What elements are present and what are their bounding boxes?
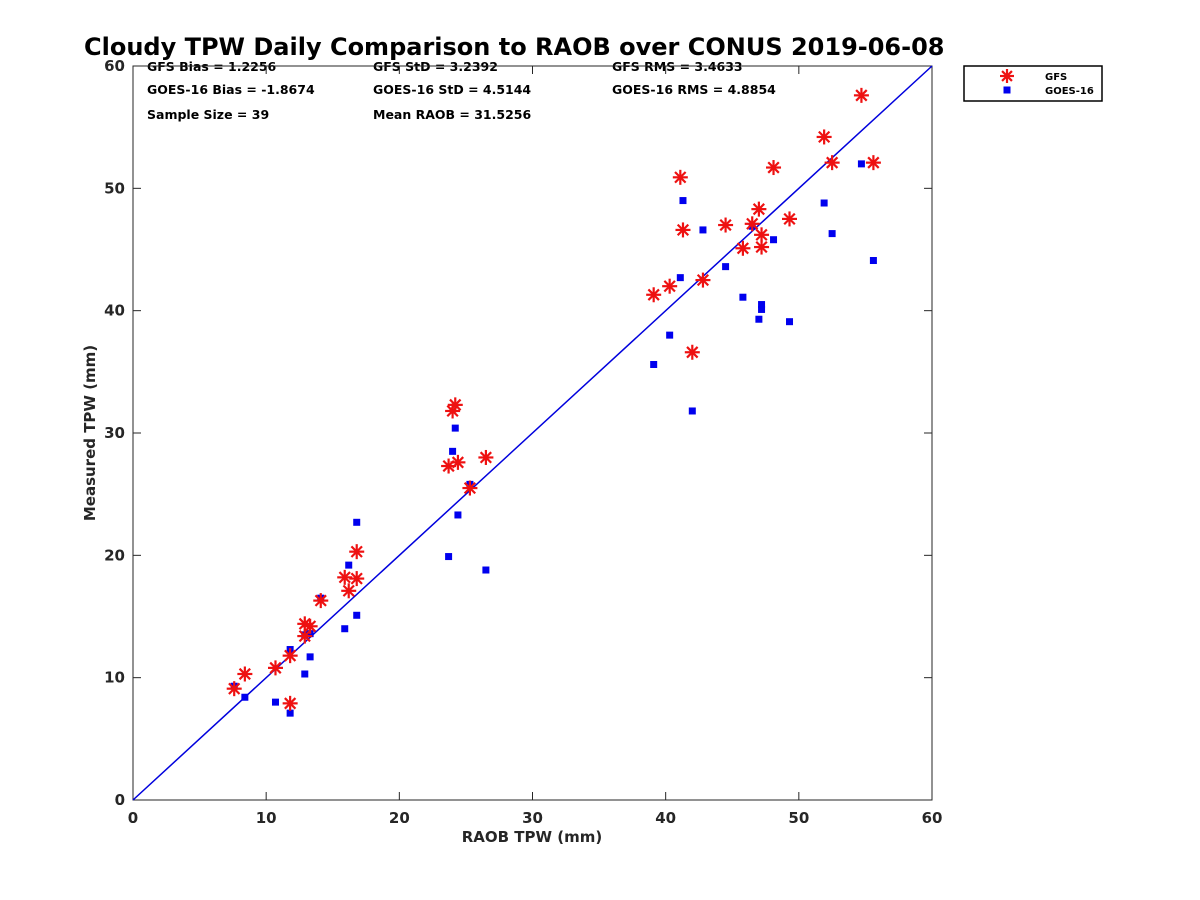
gfs-point [675, 222, 691, 238]
goes16-point [666, 331, 674, 339]
gfs-point [450, 454, 466, 470]
gfs-point [237, 666, 253, 682]
gfs-point [718, 217, 734, 233]
gfs-point [462, 480, 478, 496]
legend-gfs-marker [1000, 69, 1014, 83]
goes16-point [755, 315, 763, 323]
goes16-point [722, 263, 730, 271]
goes16-point [445, 553, 453, 561]
x-tick-label: 60 [922, 809, 943, 827]
x-tick-label: 20 [389, 809, 410, 827]
statistics-panel: GFS Bias = 1.2256 GFS StD = 3.2392 GFS RMS… [147, 59, 776, 122]
goes16-point [345, 561, 353, 569]
y-tick-label: 0 [115, 791, 125, 809]
legend-box [963, 65, 1103, 102]
gfs-point [824, 155, 840, 171]
gfs-point [226, 681, 242, 697]
gfs-point [695, 272, 711, 288]
x-tick-label: 40 [655, 809, 676, 827]
goes16-point [699, 226, 707, 234]
gfs-point [782, 211, 798, 227]
gfs-point [865, 155, 881, 171]
x-tick-label: 0 [128, 809, 138, 827]
stat-label: GOES-16 RMS = 4.8854 [612, 82, 776, 97]
gfs-point [478, 449, 494, 465]
goes16-point [688, 407, 696, 415]
x-axis-label: RAOB TPW (mm) [462, 828, 603, 846]
goes16-point [676, 274, 684, 282]
stat-label: GOES-16 StD = 4.5144 [373, 82, 531, 97]
goes16-point [449, 447, 457, 455]
x-tick-label: 10 [256, 809, 277, 827]
y-tick-label: 60 [104, 57, 125, 75]
gfs-point [816, 129, 832, 145]
gfs-point [751, 201, 767, 217]
gfs-point [302, 618, 318, 634]
stat-label: Sample Size = 39 [147, 107, 269, 122]
y-tick-label: 30 [104, 424, 125, 442]
gfs-point [267, 660, 283, 676]
goes16-point [828, 230, 836, 238]
goes16-point [241, 693, 249, 701]
goes16-point [341, 625, 349, 633]
one-to-one-line [132, 65, 933, 801]
gfs-point [735, 240, 751, 256]
gfs-point [754, 239, 770, 255]
goes16-point [679, 197, 687, 205]
gfs-point [282, 695, 298, 711]
legend-goes16-marker [1003, 86, 1011, 94]
goes16-point [271, 698, 279, 706]
gfs-point [754, 227, 770, 243]
goes16-point [869, 257, 877, 265]
goes16-point [451, 424, 459, 432]
gfs-point [337, 569, 353, 585]
gfs-point [766, 160, 782, 176]
goes16-point [353, 518, 361, 526]
legend: GFS GOES-16 [963, 65, 1103, 102]
axis-ticks: 0 10 20 30 40 50 60 0 10 20 30 40 50 60 [104, 57, 942, 827]
goes16-point [353, 611, 361, 619]
stat-label: GOES-16 Bias = -1.8674 [147, 82, 315, 97]
goes16-point [739, 293, 747, 301]
goes16-point [758, 305, 766, 313]
gfs-point [684, 344, 700, 360]
goes16-point [306, 653, 314, 661]
gfs-point [341, 583, 357, 599]
goes16-point [857, 160, 865, 168]
y-tick-label: 20 [104, 546, 125, 564]
x-tick-label: 30 [522, 809, 543, 827]
reference-line [132, 65, 933, 801]
gfs-point [313, 593, 329, 609]
y-tick-label: 10 [104, 669, 125, 687]
y-axis-label: Measured TPW (mm) [81, 345, 99, 521]
gfs-point [282, 648, 298, 664]
gfs-point [349, 544, 365, 560]
gfs-point [297, 628, 313, 644]
gfs-point [744, 216, 760, 232]
stat-label: Mean RAOB = 31.5256 [373, 107, 531, 122]
y-tick-label: 40 [104, 302, 125, 320]
legend-label: GFS [1045, 72, 1067, 83]
goes16-point [820, 199, 828, 207]
goes16-point [650, 360, 658, 368]
gfs-point [646, 287, 662, 303]
data-points [226, 87, 881, 717]
gfs-point [662, 278, 678, 294]
x-tick-label: 50 [788, 809, 809, 827]
legend-label: GOES-16 [1045, 86, 1094, 97]
goes16-point [786, 318, 794, 326]
gfs-point [672, 169, 688, 185]
goes16-point [286, 709, 294, 717]
gfs-point [349, 571, 365, 587]
y-tick-label: 50 [104, 179, 125, 197]
gfs-point [447, 397, 463, 413]
goes16-point [770, 236, 778, 244]
gfs-point [853, 87, 869, 103]
goes16-point [454, 511, 462, 519]
goes16-point [301, 670, 309, 678]
goes16-point [482, 566, 490, 574]
chart-title: Cloudy TPW Daily Comparison to RAOB over… [84, 33, 944, 61]
goes16-point [758, 301, 766, 309]
